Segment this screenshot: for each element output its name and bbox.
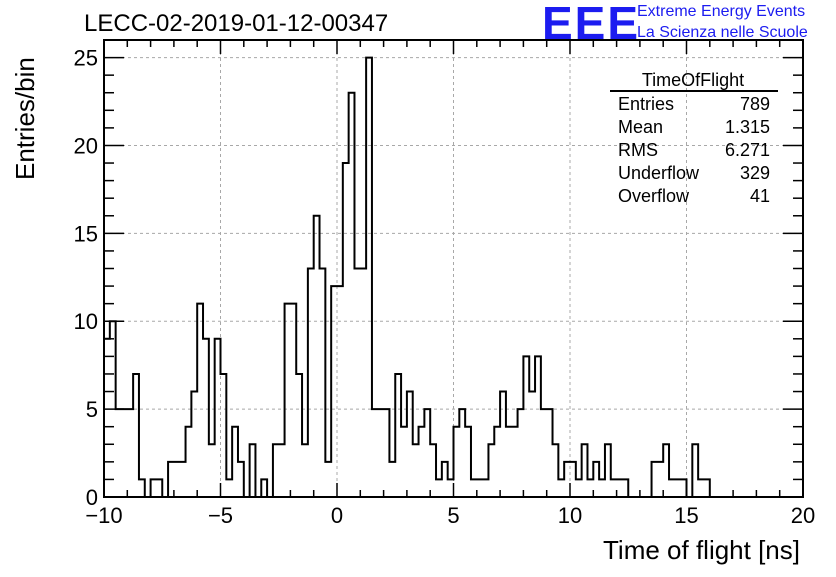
y-axis-label: Entries/bin	[10, 57, 40, 180]
stats-row-value: 789	[740, 94, 770, 114]
y-tick-label: 25	[74, 46, 98, 71]
stats-row-value: 329	[740, 163, 770, 183]
histogram-step-line	[104, 56, 711, 498]
stats-row-value: 1.315	[725, 117, 770, 137]
y-tick-label: 10	[74, 309, 98, 334]
y-tick-label: 0	[86, 485, 98, 510]
stats-row-value: 41	[750, 186, 770, 206]
x-tick-label: −5	[208, 503, 233, 528]
stats-row-label: RMS	[618, 140, 658, 160]
logo-caption-line1: Extreme Energy Events	[637, 3, 806, 20]
plot-frame	[103, 39, 804, 498]
x-tick-label: 5	[447, 503, 459, 528]
stats-box-name: TimeOfFlight	[642, 70, 744, 90]
chart-title: LECC-02-2019-01-12-00347	[84, 10, 389, 37]
x-axis-label: Time of flight [ns]	[603, 535, 800, 565]
tick-label-layer: −10 −5 0 5 10 15 20 0 5 10 15 20 25	[74, 46, 816, 528]
stats-row-label: Mean	[618, 117, 663, 137]
stats-row-value: 6.271	[725, 140, 770, 160]
y-tick-label: 20	[74, 133, 98, 158]
x-tick-label: 10	[558, 503, 582, 528]
stats-box: TimeOfFlight Entries 789 Mean 1.315 RMS 6.271…	[610, 70, 778, 206]
y-tick-label: 15	[74, 221, 98, 246]
stats-row-label: Entries	[618, 94, 674, 114]
x-tick-label: 15	[674, 503, 698, 528]
x-tick-label: 20	[791, 503, 815, 528]
eee-logo: EEE	[542, 0, 641, 49]
logo-caption-line2: La Scienza nelle Scuole	[637, 24, 808, 41]
stats-row-label: Underflow	[618, 163, 700, 183]
x-tick-label: −10	[85, 503, 122, 528]
x-tick-label: 0	[331, 503, 343, 528]
grid-layer	[104, 40, 803, 497]
y-tick-label: 5	[86, 397, 98, 422]
stats-row-label: Overflow	[618, 186, 690, 206]
